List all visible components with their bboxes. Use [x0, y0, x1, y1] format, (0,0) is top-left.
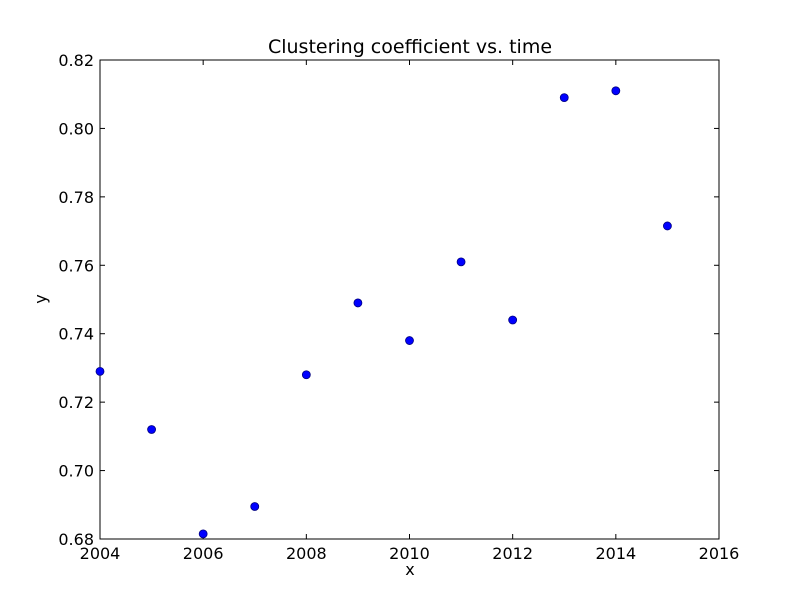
- data-point: [250, 502, 260, 511]
- data-point: [147, 425, 156, 434]
- data-point: [508, 315, 518, 325]
- y-tick-label: 0.70: [58, 462, 94, 481]
- data-point: [405, 336, 414, 345]
- y-tick-label: 0.80: [58, 119, 94, 138]
- x-tick-label: 2010: [389, 544, 430, 563]
- y-tick-label: 0.78: [58, 188, 94, 207]
- y-tick-label: 0.76: [58, 256, 94, 275]
- y-tick-label: 0.74: [58, 325, 94, 344]
- y-tick-label: 0.82: [58, 51, 94, 70]
- x-tick-label: 2006: [183, 544, 224, 563]
- plot-frame: [99, 59, 720, 540]
- plot-area: 2004 2006 2008 2010 2012 2014 2016 0.68 0.70 0.72…: [58, 51, 739, 563]
- x-tick-label: 2012: [492, 544, 533, 563]
- y-tick-label: 0.68: [58, 530, 94, 549]
- data-point: [611, 86, 621, 96]
- data-point: [456, 257, 466, 267]
- data-point: [95, 366, 105, 376]
- x-tick-label: 2004: [80, 544, 121, 563]
- y-tick-label: 0.72: [58, 393, 94, 412]
- x-axis-label: x: [405, 560, 414, 579]
- data-point: [663, 221, 672, 231]
- x-tick-label: 2014: [595, 544, 636, 563]
- y-axis-label: y: [31, 294, 50, 303]
- data-point: [301, 370, 311, 380]
- x-tick-label: 2008: [286, 544, 327, 563]
- chart-title: Clustering coefficient vs. time: [268, 36, 552, 58]
- data-point: [559, 93, 569, 103]
- data-point: [353, 298, 363, 308]
- x-tick-label: 2016: [699, 544, 740, 563]
- data-point: [198, 529, 208, 539]
